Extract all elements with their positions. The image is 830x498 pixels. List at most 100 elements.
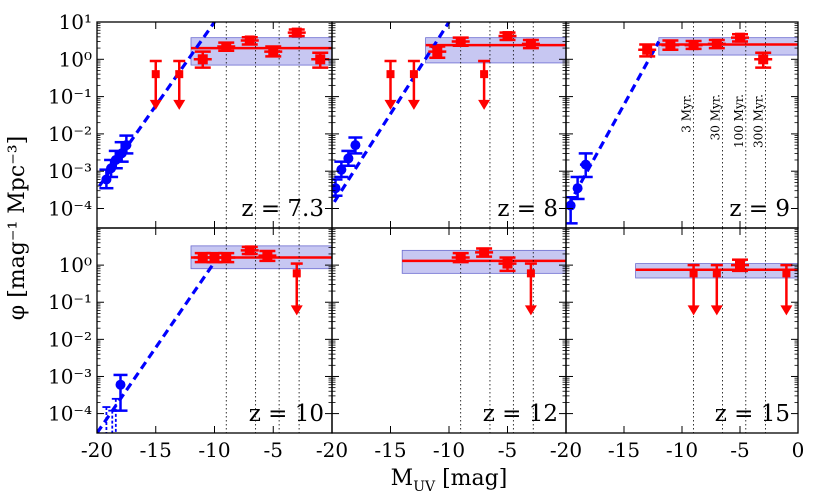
model-point (665, 40, 676, 51)
panel-redshift-label: z = 7.3 (241, 196, 324, 222)
x-axis-title: MUV [mag] (391, 466, 508, 495)
observed-point (121, 140, 132, 151)
upper-limit-point (151, 70, 160, 79)
model-point (479, 247, 490, 258)
model-point (244, 245, 255, 256)
upper-limit-arrow (290, 305, 303, 316)
observed-point (572, 183, 583, 194)
y-tick-label: 10⁻² (48, 122, 92, 146)
model-point (758, 54, 769, 65)
y-tick-label: 10⁻⁴ (48, 196, 92, 220)
x-tick-label: -15 (140, 438, 172, 462)
observed-point (115, 379, 126, 390)
panel-plot-area (566, 22, 798, 228)
model-point (432, 46, 443, 57)
model-point (455, 36, 466, 47)
y-tick-label: 10⁻⁴ (48, 402, 92, 426)
model-point (735, 32, 745, 43)
panel-redshift-label: z = 15 (715, 401, 790, 427)
panel-3: z = 9 3 Myr. 30 Myr. 100 Myr. 300 Myr. (565, 21, 799, 229)
upper-limit-arrow (780, 305, 793, 316)
x-axis-title-unit: [mag] (435, 466, 507, 491)
panel-plot-area (401, 228, 566, 433)
upper-limit-arrow (687, 305, 700, 316)
y-tick-label: 10⁰ (59, 47, 92, 71)
x-tick-label: -5 (730, 438, 749, 462)
upper-limit-arrow (478, 99, 491, 110)
observed-point (580, 159, 591, 170)
model-point (642, 44, 653, 55)
panel-redshift-label: z = 8 (497, 196, 558, 222)
y-axis-title: φ [mag⁻¹ Mpc⁻³] (5, 136, 30, 320)
upper-limit-point (386, 70, 395, 79)
panel-2: z = 8 (331, 21, 567, 229)
panel-grid: 10⁻⁴ 10⁻³ 10⁻² 10⁻¹ 10⁰ 10¹ z = 7.3 z = 8 z = 9 3… (48, 10, 804, 462)
observed-fit-line (566, 40, 661, 207)
upper-limit-arrow (384, 99, 397, 110)
model-point (197, 54, 208, 65)
upper-limit-point (689, 269, 698, 278)
panel-redshift-label: z = 9 (729, 196, 790, 222)
panel-plot-area (332, 22, 566, 228)
model-point (711, 38, 722, 49)
x-axis-title-sub: UV (413, 479, 436, 495)
observed-point (336, 164, 347, 175)
x-tick-label: -20 (316, 438, 348, 462)
age-label: 30 Myr. (709, 94, 723, 140)
panel-4: 10⁻⁴ 10⁻³ 10⁻² 10⁻¹ 10⁰ -20 -15 -10 -5 z = 10 (48, 227, 333, 462)
x-tick-label: -5 (498, 438, 517, 462)
model-point (502, 258, 513, 269)
panel-1: 10⁻⁴ 10⁻³ 10⁻² 10⁻¹ 10⁰ 10¹ z = 7.3 (48, 10, 333, 229)
x-axis-title-main: M (391, 466, 414, 491)
x-tick-label: -10 (666, 438, 698, 462)
x-tick-label: -10 (433, 438, 465, 462)
panel-redshift-label: z = 12 (483, 401, 558, 427)
y-tick-label: 10⁻¹ (48, 290, 92, 314)
upper-limit-arrow (149, 99, 162, 110)
model-range-band (658, 37, 798, 56)
observed-fit-line (332, 22, 451, 203)
observed-point (350, 140, 361, 151)
age-label: 300 Myr. (752, 94, 766, 148)
observed-point (343, 153, 354, 164)
panel-plot-area (98, 22, 332, 228)
x-tick-label: -20 (81, 438, 113, 462)
x-tick-label: -15 (608, 438, 640, 462)
model-point (262, 250, 273, 261)
x-tick-label: -5 (264, 438, 283, 462)
panel-redshift-label: z = 10 (249, 401, 324, 427)
model-range-band (425, 37, 566, 64)
model-point (688, 40, 699, 51)
y-tick-label: 10⁰ (59, 253, 92, 277)
upper-limit-point (712, 269, 721, 278)
model-point (455, 252, 466, 263)
model-point (244, 35, 255, 46)
panel-5: -20 -15 -10 -5 z = 12 (316, 227, 567, 462)
model-point (315, 54, 326, 65)
upper-limit-arrow (710, 305, 723, 316)
y-tick-label: 10⁻² (48, 327, 92, 351)
upper-limit-point (480, 70, 489, 79)
upper-limit-point (292, 269, 301, 278)
model-point (502, 31, 513, 42)
upper-limit-point (409, 70, 418, 79)
observed-point (566, 200, 576, 211)
model-point (221, 252, 232, 263)
upper-limit-point (526, 269, 535, 278)
panel-6: -20 -15 -10 -5 0z = 15 (550, 227, 804, 462)
y-tick-label: 10⁻³ (48, 159, 92, 183)
x-tick-label: -10 (198, 438, 230, 462)
upper-limit-arrow (524, 305, 537, 316)
age-label: 3 Myr. (680, 94, 694, 133)
model-range-band (190, 37, 332, 66)
axis-labels: MUV [mag] φ [mag⁻¹ Mpc⁻³] (5, 136, 507, 495)
x-tick-label: -15 (374, 438, 406, 462)
panel-plot-area (97, 228, 332, 433)
upper-limit-arrow (407, 99, 420, 110)
upper-limit-arrow (173, 99, 186, 110)
age-label: 100 Myr. (732, 94, 746, 148)
observed-fit-line (97, 261, 216, 433)
model-point (221, 41, 232, 52)
model-point (209, 252, 220, 263)
